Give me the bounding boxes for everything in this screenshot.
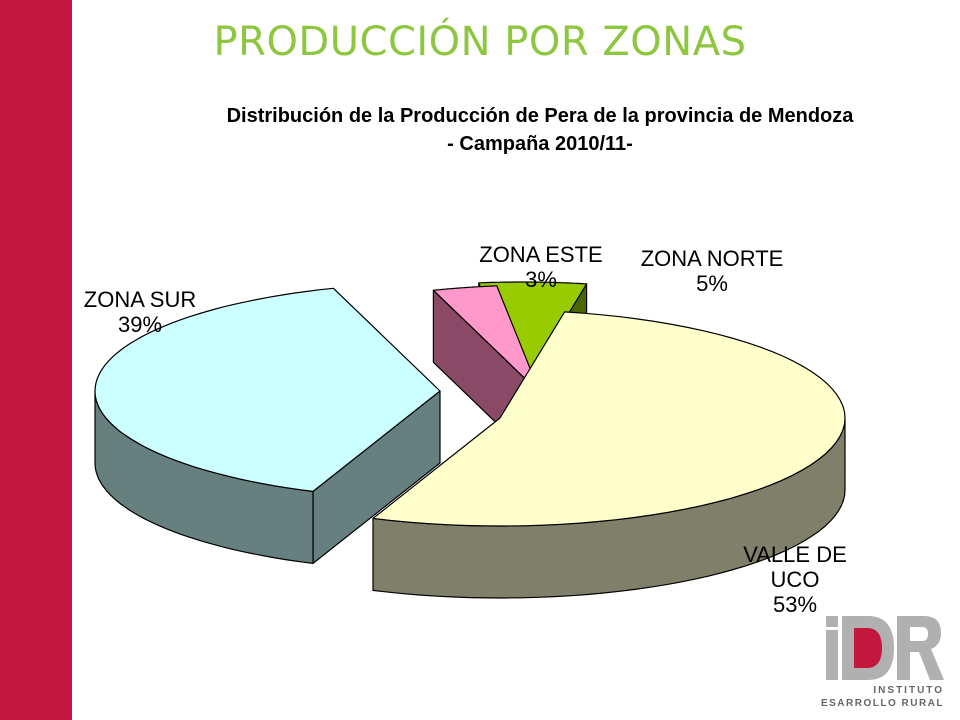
slice-label-2: VALLE DE UCO 53% xyxy=(743,542,847,617)
slice-percent-label: 5% xyxy=(696,271,728,296)
pie-slice-3-top xyxy=(94,287,441,492)
logo-d-accent xyxy=(854,628,882,668)
logo-i-dot xyxy=(826,616,838,627)
chart-title: Distribución de la Producción de Pera de… xyxy=(160,102,920,158)
slice-percent-label: 53% xyxy=(773,592,817,617)
pie-slice-2-top xyxy=(372,311,846,527)
chart-title-line-2: - Campaña 2010/11- xyxy=(447,133,633,155)
page-title: PRODUCCIÓN POR ZONAS xyxy=(213,19,747,65)
slice-percent-label: 3% xyxy=(525,267,557,292)
chart-title-line-1: Distribución de la Producción de Pera de… xyxy=(226,105,854,127)
idr-logo: INSTITUTO DESARROLLO RURAL xyxy=(820,616,944,709)
slice-name-label: ZONA NORTE xyxy=(641,246,784,271)
pie-slice-3 xyxy=(94,287,441,564)
logo-line-2: DESARROLLO RURAL xyxy=(820,698,944,709)
pie-slice-0-top xyxy=(432,285,541,394)
logo-line-1: INSTITUTO xyxy=(873,685,944,696)
slice-name-label: UCO xyxy=(771,567,820,592)
slice-label-0: ZONA ESTE 3% xyxy=(479,242,602,292)
slice-percent-label: 39% xyxy=(118,312,162,337)
logo-r-shape xyxy=(897,616,944,680)
slice-name-label: ZONA ESTE xyxy=(479,242,602,267)
slice-name-label: VALLE DE xyxy=(743,542,847,567)
pie-slice-2 xyxy=(372,311,846,599)
slice-name-label: ZONA SUR xyxy=(84,287,196,312)
logo-i-stem xyxy=(826,630,838,680)
side-accent-bar xyxy=(0,0,72,720)
slice-label-3: ZONA SUR 39% xyxy=(84,287,196,337)
slice-label-1: ZONA NORTE 5% xyxy=(641,246,784,296)
